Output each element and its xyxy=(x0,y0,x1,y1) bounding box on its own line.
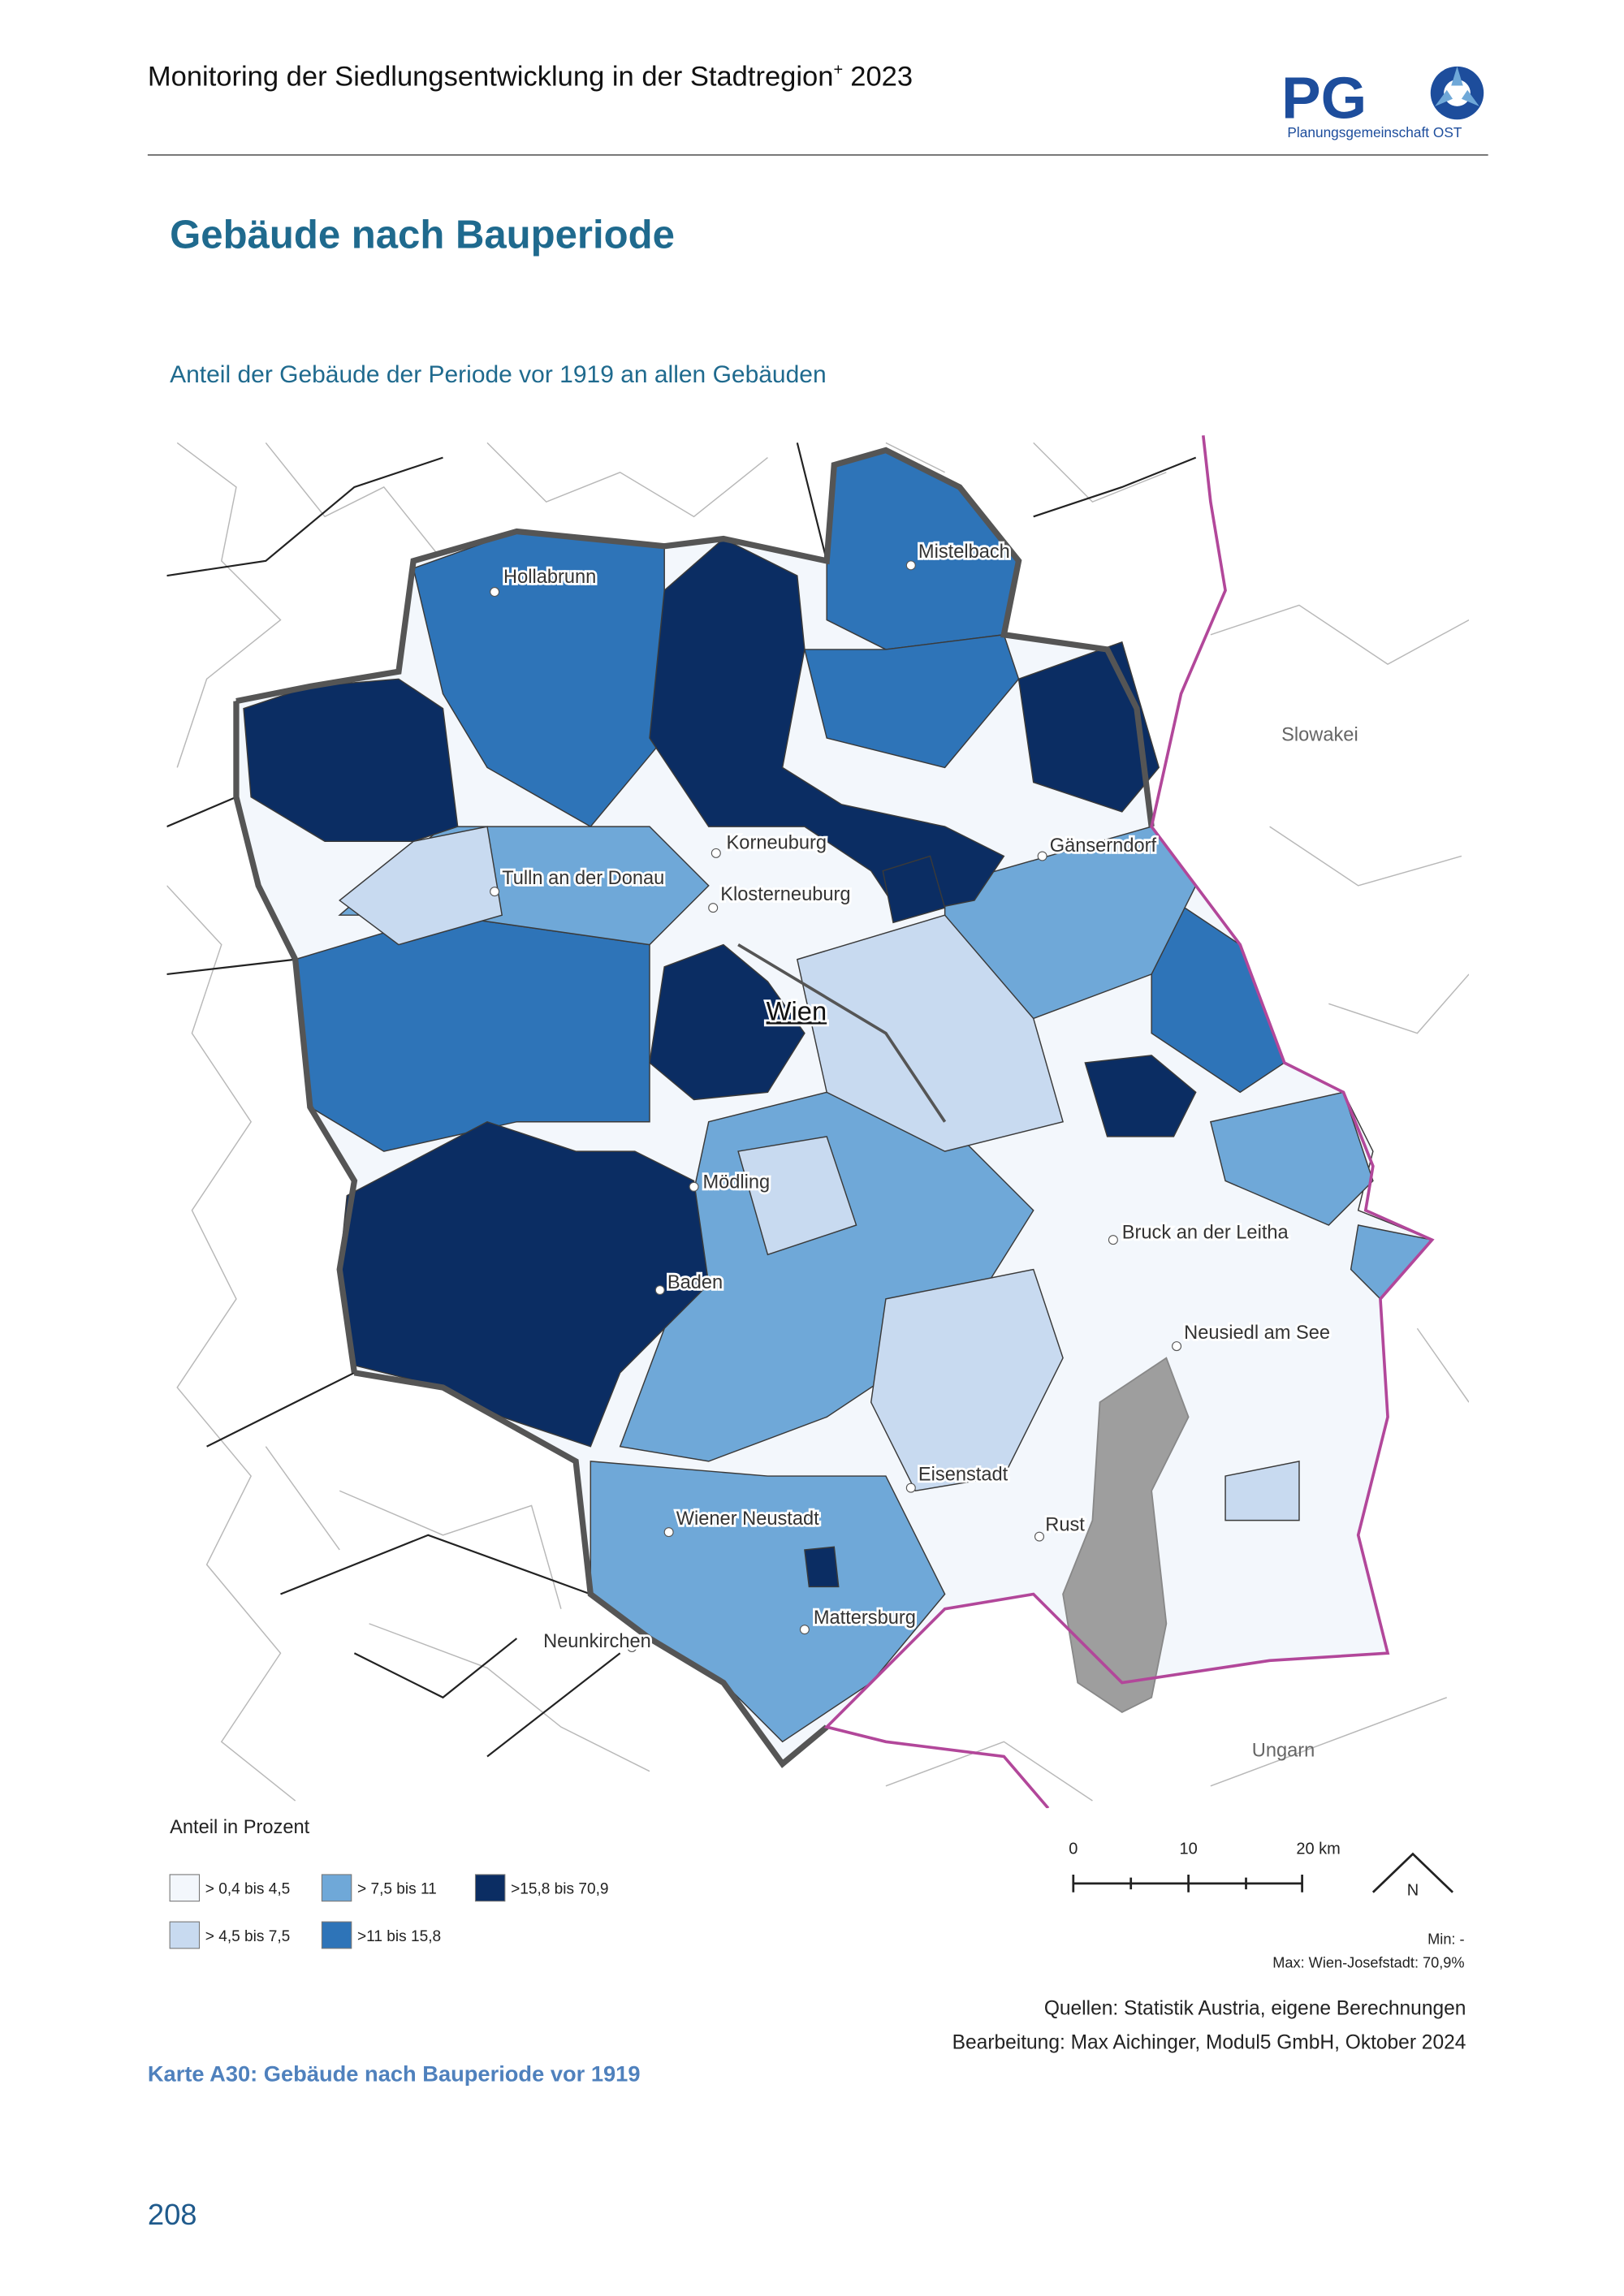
legend-label: >15,8 bis 70,9 xyxy=(511,1881,608,1898)
background-boundaries xyxy=(166,442,1470,1802)
header-title: Monitoring der Siedlungsentwicklung in d… xyxy=(148,61,913,92)
place-label: Mattersburg xyxy=(814,1608,916,1629)
legend: > 0,4 bis 4,5 > 4,5 bis 7,5 > 7,5 bis 11 >1… xyxy=(169,1874,609,1949)
municipality-class-3 xyxy=(294,914,650,1152)
place-label: Gänserndorf xyxy=(1050,835,1157,857)
municipality-class-2 xyxy=(590,1461,946,1743)
municipality-class-4 xyxy=(882,855,946,924)
place-label: Wiener Neustadt xyxy=(676,1508,819,1530)
place-label: Hollabrunn xyxy=(503,567,596,588)
logo-text: PG xyxy=(1281,65,1367,131)
header-title-sup: + xyxy=(833,62,843,80)
caption: Karte A30: Gebäude nach Bauperiode vor 1… xyxy=(148,2061,641,2086)
place-markers xyxy=(490,560,1182,1652)
legend-swatch xyxy=(321,1874,352,1902)
municipality-fills xyxy=(243,449,1433,1743)
north-arrow xyxy=(1371,1852,1453,1893)
place-label: Bruck an der Leitha xyxy=(1122,1222,1289,1243)
background-district-lines xyxy=(166,442,1197,1758)
place-label: Eisenstadt xyxy=(918,1465,1009,1486)
municipality-class-4 xyxy=(339,1120,710,1448)
municipality-class-4 xyxy=(804,1546,840,1588)
place-labels: Hollabrunn Mistelbach Korneuburg Gänserndor… xyxy=(499,540,1358,1762)
legend-swatch xyxy=(321,1921,352,1949)
logo-propeller xyxy=(1435,66,1479,106)
municipality-class-1 xyxy=(737,1136,857,1256)
place-label: Neusiedl am See xyxy=(1184,1323,1330,1344)
lake xyxy=(1062,1357,1190,1714)
municipality-class-4 xyxy=(649,537,1005,917)
municipality-class-2 xyxy=(1209,1091,1374,1226)
municipality-class-4 xyxy=(1084,1055,1197,1137)
place-label: Neunkirchen xyxy=(543,1631,651,1652)
place-label: Korneuburg xyxy=(727,832,827,853)
logo: PG Planungsgemeinschaft OST xyxy=(1281,65,1484,140)
header-title-year: 2023 xyxy=(850,61,913,92)
municipality-class-4 xyxy=(649,943,806,1101)
min-note: Min: - xyxy=(1427,1931,1464,1947)
municipality-class-1 xyxy=(870,1268,1064,1492)
map: Hollabrunn Mistelbach Korneuburg Gänserndor… xyxy=(166,435,1470,1809)
place-label: Rust xyxy=(1045,1514,1085,1535)
state-border xyxy=(823,435,1435,1809)
legend-label: > 7,5 bis 11 xyxy=(357,1881,437,1898)
editor: Bearbeitung: Max Aichinger, Modul5 GmbH,… xyxy=(952,2031,1466,2053)
scale-label: 0 xyxy=(1069,1840,1078,1858)
municipality-class-1 xyxy=(796,914,1064,1152)
municipality-class-1 xyxy=(339,826,503,946)
map-title: Anteil der Gebäude der Periode vor 1919 … xyxy=(170,361,827,388)
legend-swatch xyxy=(169,1874,201,1902)
scale-bar: 0 10 20 km xyxy=(1069,1840,1341,1892)
municipality-class-3 xyxy=(1151,884,1285,1094)
max-note: Max: Wien-Josefstadt: 70,9% xyxy=(1272,1954,1464,1970)
place-label: Klosterneuburg xyxy=(720,884,850,905)
danube xyxy=(737,943,947,1123)
legend-label: > 4,5 bis 7,5 xyxy=(205,1928,290,1945)
legend-title: Anteil in Prozent xyxy=(170,1817,309,1838)
scale-label: 10 xyxy=(1179,1840,1197,1858)
capital-label: Wien xyxy=(767,995,827,1025)
country-label: Ungarn xyxy=(1252,1740,1315,1761)
country-label: Slowakei xyxy=(1281,725,1358,746)
header-title-main: Monitoring der Siedlungsentwicklung in d… xyxy=(148,61,834,92)
region-outline xyxy=(233,447,1155,1768)
page-number: 208 xyxy=(148,2198,197,2231)
scale-label: 20 km xyxy=(1296,1840,1340,1858)
place-label: Tulln an der Donau xyxy=(502,868,664,889)
place-label: Mistelbach xyxy=(918,542,1010,563)
heading: Gebäude nach Bauperiode xyxy=(170,213,675,257)
sources: Quellen: Statistik Austria, eigene Berec… xyxy=(1044,1998,1466,2020)
place-label: Mödling xyxy=(702,1172,770,1193)
place-label: Baden xyxy=(667,1272,723,1293)
legend-label: > 0,4 bis 4,5 xyxy=(205,1881,290,1898)
legend-swatch xyxy=(474,1874,506,1902)
legend-swatch xyxy=(169,1921,201,1949)
legend-label: >11 bis 15,8 xyxy=(357,1928,441,1945)
logo-subtitle: Planungsgemeinschaft OST xyxy=(1287,124,1462,140)
north-label: N xyxy=(1407,1881,1419,1899)
municipality-class-1 xyxy=(1224,1460,1300,1521)
